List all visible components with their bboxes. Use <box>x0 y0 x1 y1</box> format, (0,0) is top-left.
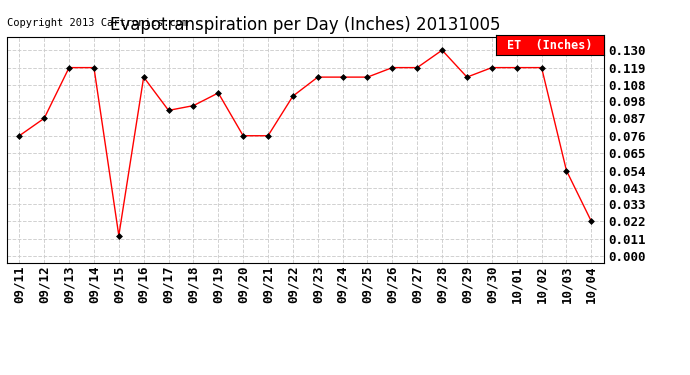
Text: Copyright 2013 Cartronics.com: Copyright 2013 Cartronics.com <box>7 18 188 28</box>
Title: Evapotranspiration per Day (Inches) 20131005: Evapotranspiration per Day (Inches) 2013… <box>110 16 500 34</box>
